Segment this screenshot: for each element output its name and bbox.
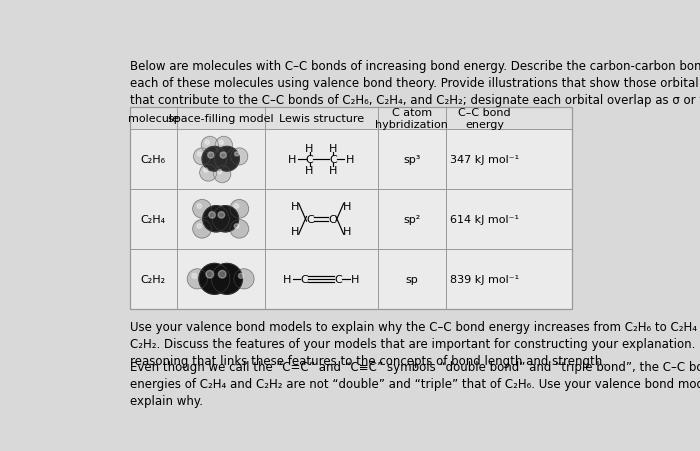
Circle shape — [231, 149, 248, 166]
Circle shape — [194, 149, 211, 166]
Text: H: H — [290, 202, 299, 212]
Text: H: H — [328, 165, 337, 175]
Circle shape — [199, 264, 230, 295]
Text: sp: sp — [405, 274, 418, 284]
Text: space-filling model: space-filling model — [168, 114, 274, 124]
Text: H: H — [343, 226, 351, 237]
Circle shape — [193, 200, 211, 219]
Circle shape — [218, 170, 222, 175]
Bar — [130, 189, 572, 249]
Circle shape — [202, 137, 218, 154]
Text: C: C — [328, 214, 336, 224]
Circle shape — [205, 141, 209, 145]
Text: C: C — [335, 274, 342, 284]
Circle shape — [203, 206, 229, 232]
Text: H: H — [290, 226, 299, 237]
Text: C₂H₄: C₂H₄ — [141, 214, 166, 224]
Text: Below are molecules with C–C bonds of increasing bond energy. Describe the carbo: Below are molecules with C–C bonds of in… — [130, 60, 700, 107]
Circle shape — [230, 200, 248, 219]
Circle shape — [234, 224, 239, 229]
Circle shape — [218, 271, 226, 278]
Circle shape — [230, 220, 248, 239]
Circle shape — [234, 269, 254, 289]
Circle shape — [216, 137, 232, 154]
Circle shape — [197, 204, 202, 209]
Text: H: H — [328, 143, 337, 154]
Text: H: H — [288, 154, 297, 164]
Circle shape — [199, 165, 217, 182]
Circle shape — [204, 169, 208, 173]
Text: sp³: sp³ — [403, 154, 421, 164]
Text: H: H — [283, 274, 291, 284]
Text: C: C — [329, 154, 337, 164]
Circle shape — [234, 152, 239, 156]
Text: H: H — [343, 202, 351, 212]
Circle shape — [218, 212, 225, 219]
Circle shape — [188, 269, 207, 289]
Bar — [130, 129, 572, 189]
Text: H: H — [346, 154, 354, 164]
Bar — [130, 108, 572, 309]
Text: C₂H₂: C₂H₂ — [141, 274, 166, 284]
Bar — [130, 108, 572, 309]
Circle shape — [197, 152, 202, 156]
Circle shape — [214, 147, 239, 172]
Circle shape — [209, 212, 216, 219]
Text: Use your valence bond models to explain why the C–C bond energy increases from C: Use your valence bond models to explain … — [130, 320, 700, 367]
Text: 347 kJ mol⁻¹: 347 kJ mol⁻¹ — [450, 154, 519, 164]
Circle shape — [212, 206, 239, 232]
Circle shape — [214, 166, 231, 183]
Text: Lewis structure: Lewis structure — [279, 114, 364, 124]
Circle shape — [220, 152, 226, 159]
Text: H: H — [351, 274, 360, 284]
Text: 614 kJ mol⁻¹: 614 kJ mol⁻¹ — [450, 214, 519, 224]
Bar — [130, 249, 572, 309]
Text: C atom
hybridization: C atom hybridization — [375, 108, 448, 129]
Circle shape — [192, 274, 197, 279]
Text: C₂H₆: C₂H₆ — [141, 154, 166, 164]
Text: molecule: molecule — [128, 114, 178, 124]
Circle shape — [208, 152, 214, 159]
Text: 839 kJ mol⁻¹: 839 kJ mol⁻¹ — [450, 274, 519, 284]
Text: H: H — [305, 143, 314, 154]
Circle shape — [219, 141, 223, 145]
Text: C: C — [306, 154, 314, 164]
Bar — [130, 108, 572, 129]
Text: C: C — [307, 214, 314, 224]
Text: sp²: sp² — [403, 214, 421, 224]
Circle shape — [193, 220, 211, 239]
Circle shape — [197, 224, 202, 229]
Circle shape — [234, 204, 239, 209]
Circle shape — [211, 264, 242, 295]
Text: C: C — [300, 274, 308, 284]
Text: C–C bond
energy: C–C bond energy — [458, 108, 511, 129]
Circle shape — [202, 147, 227, 172]
Circle shape — [239, 274, 244, 279]
Text: Even though we call the “C=C” and “C≡C” symbols “double bond” and “triple bond”,: Even though we call the “C=C” and “C≡C” … — [130, 360, 700, 407]
Circle shape — [206, 271, 214, 278]
Text: H: H — [305, 165, 314, 175]
